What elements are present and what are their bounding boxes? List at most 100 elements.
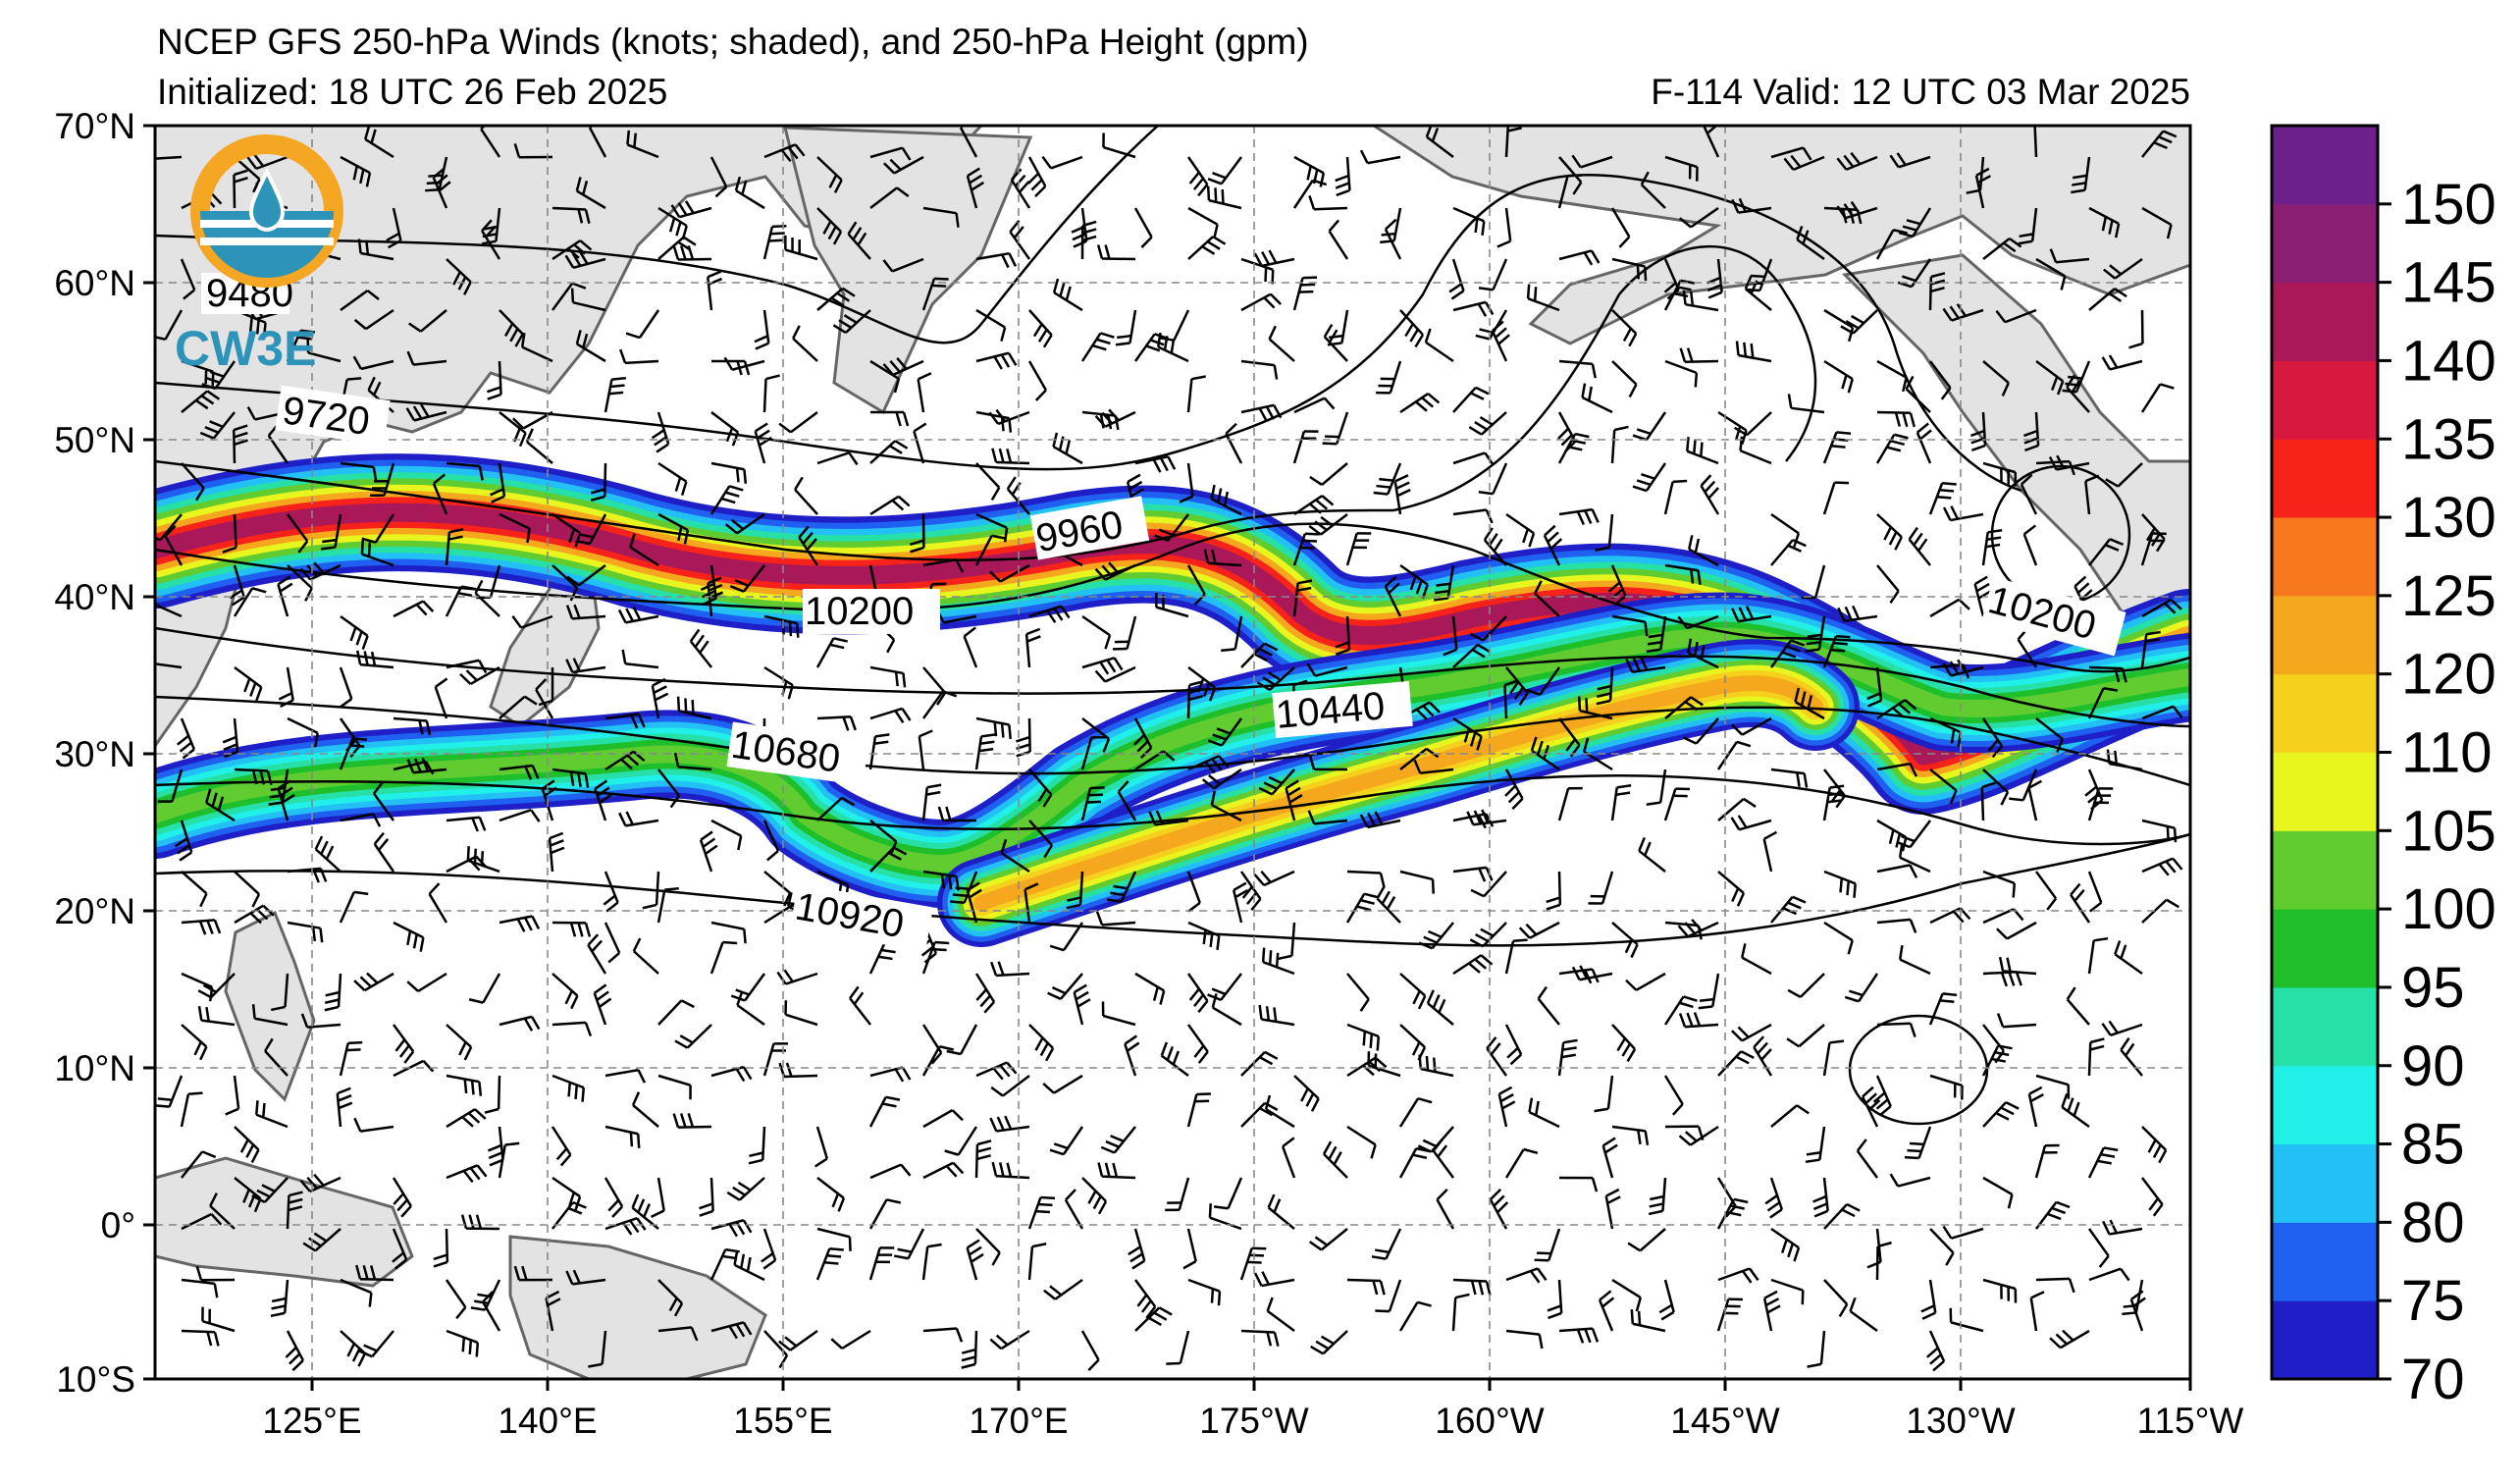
wind-barb: [1610, 425, 1629, 464]
wind-barb: [1610, 207, 1631, 248]
wind-barb: [1547, 1279, 1563, 1320]
wind-barb: [1731, 606, 1772, 623]
wind-barb: [246, 153, 289, 171]
wind-barb: [1292, 276, 1318, 311]
wind-barb: [869, 410, 910, 427]
wind-barb: [975, 512, 1009, 543]
colorbar-band: [2272, 595, 2378, 675]
init-time: Initialized: 18 UTC 26 Feb 2025: [157, 72, 668, 112]
wind-barb: [1787, 973, 1825, 998]
wind-barb: [1504, 768, 1524, 810]
philippines: [224, 910, 316, 1102]
colorbar-band: [2272, 126, 2378, 205]
wind-barb: [921, 277, 949, 311]
lon-label: 175°W: [1199, 1401, 1309, 1441]
wind-barb: [657, 1074, 692, 1100]
wind-barb: [763, 143, 806, 163]
wind-barb: [1095, 911, 1136, 927]
wind-barb: [736, 990, 765, 1027]
wind-barb: [1876, 359, 1908, 393]
wind-barb: [1452, 206, 1486, 236]
wind-barb: [1452, 954, 1494, 976]
wind-barb: [1875, 1241, 1892, 1281]
wind-barb: [657, 999, 695, 1026]
wind-barb: [1028, 820, 1054, 859]
wind-barb: [1687, 638, 1719, 669]
wind-barb: [1496, 207, 1512, 248]
wind-barb: [882, 356, 924, 377]
wind-barb: [1102, 132, 1136, 159]
wind-barb: [1106, 871, 1137, 904]
wind-barb: [1534, 1228, 1561, 1262]
wind-barb: [1073, 983, 1091, 1026]
wind-barb: [1982, 768, 2010, 806]
wind-barb: [1186, 156, 1209, 197]
wind-barb: [709, 940, 738, 975]
wind-barb: [1186, 1024, 1209, 1064]
wind-barb: [974, 733, 996, 770]
wind-barb: [2105, 462, 2143, 488]
wind-barb: [1640, 171, 1666, 209]
wind-barb: [869, 440, 909, 464]
wind-barb: [1264, 1094, 1295, 1129]
wind-barb: [1973, 575, 1992, 617]
wind-barb: [408, 309, 447, 333]
wind-barb: [1648, 1177, 1667, 1216]
wind-barb: [1346, 1023, 1381, 1051]
wind-barb: [1805, 1126, 1826, 1164]
wind-barb: [1611, 309, 1638, 347]
wind-barb: [1558, 359, 1597, 379]
wind-barb: [1876, 513, 1903, 551]
wind-barb: [1128, 1228, 1146, 1270]
wind-barb: [816, 796, 856, 821]
wind-barb: [1632, 462, 1667, 493]
wind-barb: [2088, 1267, 2130, 1282]
wind-barb: [921, 1045, 955, 1077]
lat-label: 10°N: [54, 1048, 135, 1088]
wind-barb: [1186, 1092, 1211, 1128]
wind-barb: [499, 915, 541, 932]
wind-barb: [869, 846, 908, 873]
wind-barb: [2088, 288, 2127, 311]
wind-barb: [1292, 179, 1328, 209]
wind-barb: [869, 1163, 912, 1180]
wind-barb: [1929, 598, 1970, 618]
wind-barb: [1823, 870, 1857, 898]
wind-barb: [340, 1278, 373, 1307]
wind-barb: [1861, 1086, 1881, 1128]
wind-barb: [974, 973, 996, 1014]
wind-barb: [2066, 374, 2090, 413]
colorbar-label: 130: [2401, 486, 2496, 550]
wind-barb: [868, 733, 890, 770]
wind-barb: [1000, 838, 1030, 874]
wind-barb: [2035, 717, 2064, 753]
wind-barb: [1504, 1147, 1539, 1179]
wind-barb: [723, 356, 765, 371]
wind-barb: [961, 1330, 978, 1369]
wind-barb: [1187, 236, 1227, 260]
wind-barb: [428, 882, 448, 924]
wind-barb: [921, 690, 958, 719]
wind-barb: [2071, 156, 2091, 194]
colorbar-band: [2272, 752, 2378, 831]
wind-barb: [1604, 1188, 1621, 1230]
wind-barb: [1731, 1023, 1772, 1042]
wind-barb: [445, 528, 464, 566]
wind-barb: [2066, 986, 2090, 1026]
wind-barb: [603, 871, 619, 913]
wind-barb: [1770, 1227, 1801, 1262]
wind-barb: [657, 236, 697, 260]
wind-barb: [1664, 563, 1702, 585]
wind-barb: [1081, 1177, 1108, 1215]
wind-barb: [340, 290, 380, 312]
wind-barb: [2141, 1126, 2168, 1164]
wind-barb: [1823, 921, 1854, 955]
wind-barb: [1335, 615, 1351, 657]
wind-barb: [1537, 985, 1560, 1026]
wind-barb: [1187, 206, 1219, 239]
wind-barb: [1949, 1307, 1984, 1333]
colorbar-band: [2272, 360, 2378, 440]
wind-barb: [164, 525, 184, 566]
wind-barb: [1371, 1228, 1402, 1260]
wind-barb: [1730, 815, 1772, 831]
